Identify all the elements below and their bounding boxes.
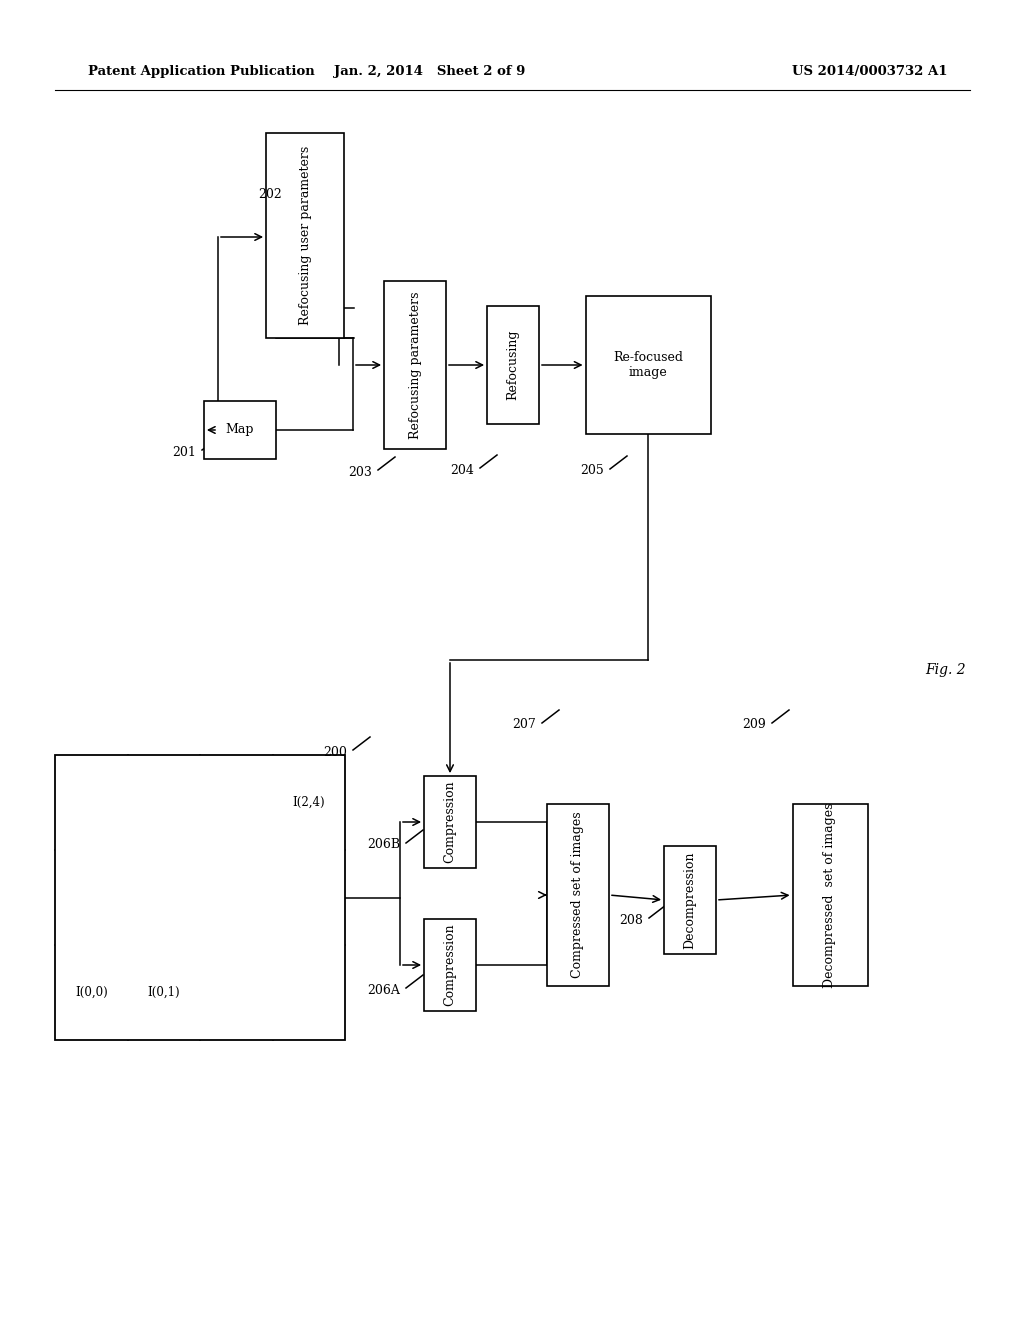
Text: 203: 203 <box>348 466 372 479</box>
Bar <box>664 846 716 954</box>
Text: Re-focused
image: Re-focused image <box>613 351 683 379</box>
Text: Refocusing user parameters: Refocusing user parameters <box>299 145 311 325</box>
Text: 202: 202 <box>258 187 282 201</box>
Bar <box>547 804 609 986</box>
Text: I(0,0): I(0,0) <box>75 986 108 999</box>
Bar <box>424 776 476 869</box>
Bar <box>204 401 276 459</box>
Text: 201: 201 <box>172 446 196 458</box>
Bar <box>793 804 867 986</box>
Text: 207: 207 <box>512 718 536 731</box>
Text: 204: 204 <box>451 463 474 477</box>
Text: Compression: Compression <box>443 780 457 863</box>
Bar <box>586 296 711 434</box>
Text: Fig. 2: Fig. 2 <box>925 663 966 677</box>
Bar <box>424 919 476 1011</box>
Text: 206A: 206A <box>368 983 400 997</box>
Text: Decompressed  set of images: Decompressed set of images <box>823 803 837 987</box>
Text: 200: 200 <box>324 746 347 759</box>
Bar <box>384 281 446 449</box>
Text: I(0,1): I(0,1) <box>147 986 180 999</box>
Bar <box>55 755 345 1040</box>
Text: 206B: 206B <box>367 838 400 851</box>
Text: Patent Application Publication: Patent Application Publication <box>88 66 314 78</box>
Text: I(2,4): I(2,4) <box>293 796 325 809</box>
Bar <box>266 132 344 338</box>
Text: Refocusing: Refocusing <box>507 330 519 400</box>
Text: 208: 208 <box>620 913 643 927</box>
Text: Compressed set of images: Compressed set of images <box>571 812 585 978</box>
Bar <box>487 306 539 424</box>
Text: 205: 205 <box>581 465 604 478</box>
Text: 209: 209 <box>742 718 766 731</box>
Text: Map: Map <box>225 424 254 437</box>
Text: Compression: Compression <box>443 924 457 1006</box>
Text: Decompression: Decompression <box>683 851 696 949</box>
Text: US 2014/0003732 A1: US 2014/0003732 A1 <box>793 66 948 78</box>
Text: Refocusing parameters: Refocusing parameters <box>409 292 422 438</box>
Text: Jan. 2, 2014   Sheet 2 of 9: Jan. 2, 2014 Sheet 2 of 9 <box>334 66 525 78</box>
